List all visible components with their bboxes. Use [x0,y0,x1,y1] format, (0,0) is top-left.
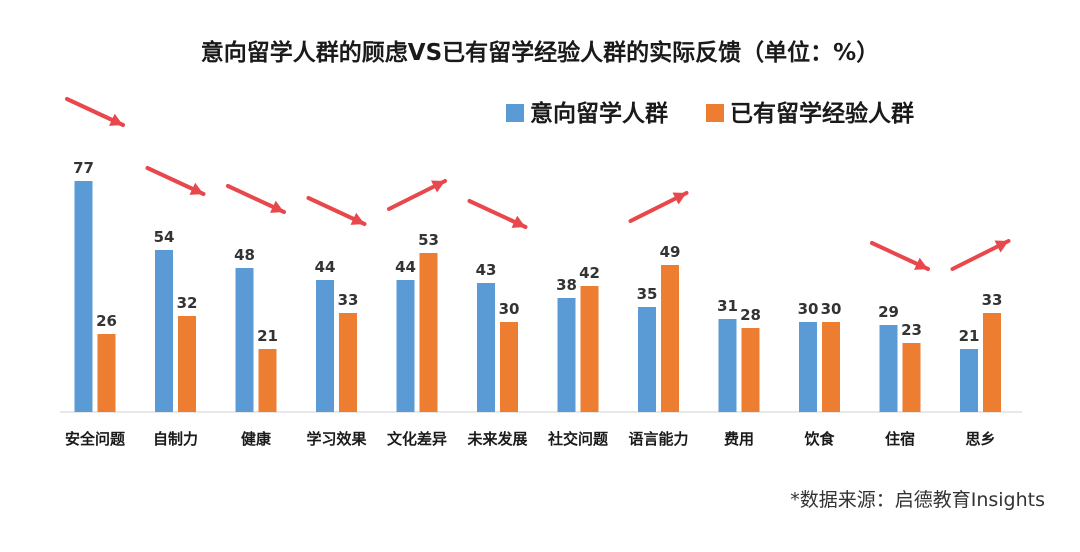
bar-series-1-4 [316,280,334,412]
value-label-series-2-2: 32 [177,294,198,312]
bar-series-2-4 [339,313,357,412]
source-footnote: *数据来源：启德教育Insights [790,489,1045,511]
value-label-series-2-9: 28 [740,306,761,324]
chart-title: 意向留学人群的顾虑VS已有留学经验人群的实际反馈（单位：%） [201,39,879,66]
trend-arrow-down-icon [109,113,123,126]
bar-series-2-6 [500,322,518,412]
bar-series-1-5 [396,280,415,412]
category-label-7: 社交问题 [547,430,609,448]
bar-series-2-12 [983,313,1001,412]
value-label-series-1-5: 44 [395,258,416,276]
category-label-1: 安全问题 [65,430,126,448]
category-label-12: 思乡 [965,430,995,448]
value-label-series-2-6: 30 [499,300,520,318]
bar-series-1-3 [235,268,254,412]
value-label-series-1-9: 31 [717,297,738,315]
value-label-series-1-2: 54 [154,228,175,246]
trend-arrow-up-icon [994,240,1009,253]
bar-series-2-2 [178,316,196,412]
legend-label-series-2: 已有留学经验人群 [730,100,914,127]
value-label-series-1-7: 38 [556,276,577,294]
bar-series-2-7 [580,286,599,412]
value-label-series-2-7: 42 [579,264,600,282]
value-label-series-1-4: 44 [315,258,336,276]
value-label-series-1-6: 43 [476,261,497,279]
trend-arrow-down-icon [270,200,284,213]
trend-arrow-up-icon [431,180,445,193]
value-label-series-1-3: 48 [234,246,255,264]
bar-series-2-8 [661,265,679,412]
value-label-series-2-8: 49 [660,243,681,261]
category-label-5: 文化差异 [387,430,447,448]
bar-series-1-11 [879,325,898,412]
category-label-11: 住宿 [885,430,915,448]
legend-swatch-series-2 [706,104,724,122]
bar-series-2-1 [97,334,116,412]
legend-label-series-1: 意向留学人群 [530,100,668,127]
category-label-10: 饮食 [803,430,835,448]
bar-series-2-10 [822,322,840,412]
category-label-8: 语言能力 [628,430,688,448]
bar-series-2-9 [741,328,760,412]
chart-marks: 7726安全问题5432自制力4821健康4433学习效果4453文化差异433… [65,97,1011,448]
bar-series-1-1 [74,181,93,412]
value-label-series-2-3: 21 [257,327,278,345]
value-label-series-1-11: 29 [878,303,899,321]
bar-series-1-10 [799,322,817,412]
bar-series-1-6 [477,283,495,412]
value-label-series-2-12: 33 [982,291,1003,309]
bar-series-2-5 [419,253,438,412]
bar-series-1-9 [718,319,737,412]
value-label-series-1-12: 21 [959,327,980,345]
category-label-6: 未来发展 [466,430,527,448]
bar-series-1-2 [155,250,173,412]
category-label-4: 学习效果 [306,430,367,448]
value-label-series-2-4: 33 [338,291,359,309]
legend-swatch-series-1 [506,104,524,122]
bar-series-1-12 [960,349,978,412]
category-label-3: 健康 [241,430,272,448]
bar-series-2-3 [258,349,277,412]
value-label-series-2-11: 23 [901,321,922,339]
value-label-series-1-1: 77 [73,159,94,177]
value-label-series-2-1: 26 [96,312,117,330]
category-label-9: 费用 [724,430,754,448]
bar-series-1-7 [557,298,576,412]
trend-arrow-down-icon [350,212,365,225]
value-label-series-1-8: 35 [637,285,658,303]
value-label-series-2-10: 30 [821,300,842,318]
legend: 意向留学人群 已有留学经验人群 [506,100,914,127]
value-label-series-2-5: 53 [418,231,439,249]
bar-series-2-11 [902,343,921,412]
trend-arrow-down-icon [511,215,526,228]
trend-arrow-up-icon [672,192,687,205]
trend-arrow-down-icon [189,182,204,195]
category-label-2: 自制力 [153,430,198,448]
bar-series-1-8 [638,307,656,412]
value-label-series-1-10: 30 [798,300,819,318]
trend-arrow-down-icon [914,257,928,270]
